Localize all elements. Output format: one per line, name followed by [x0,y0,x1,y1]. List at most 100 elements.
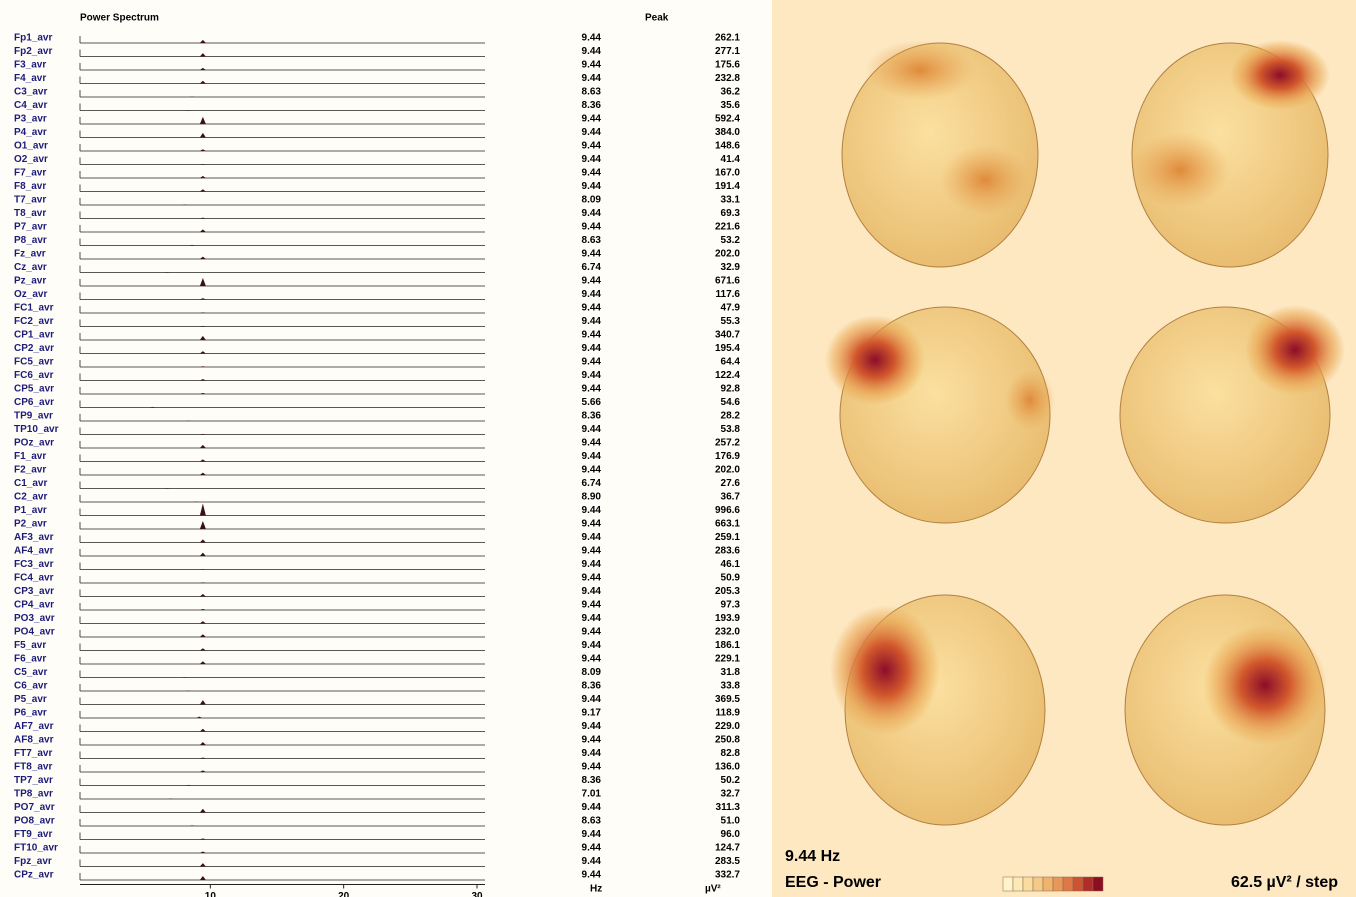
peak-mark [199,229,206,232]
peak-power: 195.4 [715,343,740,354]
peak-mark [199,312,206,313]
head [830,594,1046,826]
head [825,306,1055,524]
peak-mark [199,325,206,327]
peak-header: Peak [645,13,669,24]
peak-mark [199,634,206,637]
channel-name: Oz_avr [14,289,47,300]
peak-mark [199,741,206,745]
peak-hz: 9.44 [582,573,602,584]
peak-power: 175.6 [715,60,740,71]
channel-name: F4_avr [14,73,46,84]
peak-mark [199,298,206,300]
peak-hz: 9.44 [582,154,602,165]
peak-hz: 9.44 [582,222,602,233]
x-tick-label: 10 [205,891,217,897]
channel-name: TP8_avr [14,789,53,800]
channel-name: P3_avr [14,114,47,125]
peak-power: 592.4 [715,114,740,125]
channel-name: CPz_avr [14,870,54,881]
map-scale: 62.5 µV² / step [1231,874,1338,891]
peak-power: 232.8 [715,73,740,84]
peak-hz: 9.44 [582,357,602,368]
peak-hz: 9.44 [582,127,602,138]
peak-mark [199,67,206,70]
peak-hz: 9.44 [582,46,602,57]
peak-mark [199,621,206,624]
channel-name: P2_avr [14,519,47,530]
peak-mark [185,784,192,786]
power-unit: µV² [705,884,721,895]
peak-hz: 6.74 [582,478,602,489]
channel-name: FC3_avr [14,559,54,570]
peak-mark [199,351,206,354]
channel-name: P1_avr [14,505,47,516]
peak-mark [199,277,206,286]
channel-name: F5_avr [14,640,46,651]
peak-power: 232.0 [715,627,740,638]
peak-hz: 9.44 [582,303,602,314]
channel-name: PO3_avr [14,613,55,624]
channel-name: Fz_avr [14,249,46,260]
peak-hz: 9.44 [582,748,602,759]
peak-mark [199,175,206,178]
peak-hz: 9.44 [582,829,602,840]
peak-hz: 9.44 [582,33,602,44]
channel-name: C5_avr [14,667,47,678]
channel-name: CP2_avr [14,343,54,354]
peak-hz: 9.44 [582,613,602,624]
peak-power: 136.0 [715,762,740,773]
channel-name: AF7_avr [14,721,54,732]
peak-hz: 9.44 [582,208,602,219]
peak-power: 31.8 [721,667,741,678]
channel-name: P5_avr [14,694,47,705]
peak-hz: 9.44 [582,586,602,597]
peak-hz: 9.44 [582,438,602,449]
peak-hz: 9.44 [582,802,602,813]
peak-hz: 9.44 [582,249,602,260]
channel-name: FT8_avr [14,762,52,773]
peak-hz: 9.44 [582,843,602,854]
map-frequency: 9.44 Hz [785,848,840,865]
peak-mark [199,392,206,394]
peak-mark [199,39,206,43]
peak-power: 167.0 [715,168,740,179]
peak-power: 47.9 [721,303,741,314]
peak-power: 53.2 [721,235,741,246]
channel-name: P7_avr [14,222,47,233]
peak-power: 186.1 [715,640,740,651]
peak-power: 283.6 [715,546,740,557]
channel-name: AF4_avr [14,546,54,557]
peak-mark [199,116,206,124]
peak-mark [199,132,206,138]
channel-name: Pz_avr [14,276,46,287]
peak-hz: 9.44 [582,870,602,881]
channel-name: P4_avr [14,127,47,138]
peak-power: 202.0 [715,249,740,260]
peak-power: 191.4 [715,181,740,192]
channel-name: TP7_avr [14,775,53,786]
channel-name: PO7_avr [14,802,55,813]
peak-power: 36.7 [721,492,741,503]
peak-mark [199,256,206,259]
channel-name: F7_avr [14,168,46,179]
peak-power: 148.6 [715,141,740,152]
channel-name: O2_avr [14,154,48,165]
peak-mark [199,444,206,448]
peak-hz: 9.44 [582,141,602,152]
peak-mark [199,594,206,597]
peak-power: 221.6 [715,222,740,233]
peak-power: 54.6 [721,397,741,408]
peak-power: 122.4 [715,370,740,381]
peak-hz: 6.74 [582,262,602,273]
head [1130,40,1330,268]
peak-hz: 9.44 [582,519,602,530]
channel-name: Fpz_avr [14,856,52,867]
channel-name: FC4_avr [14,573,54,584]
peak-power: 384.0 [715,127,740,138]
channel-name: Fp1_avr [14,33,52,44]
channel-name: Cz_avr [14,262,47,273]
peak-power: 311.3 [716,802,741,813]
peak-hz: 9.44 [582,627,602,638]
